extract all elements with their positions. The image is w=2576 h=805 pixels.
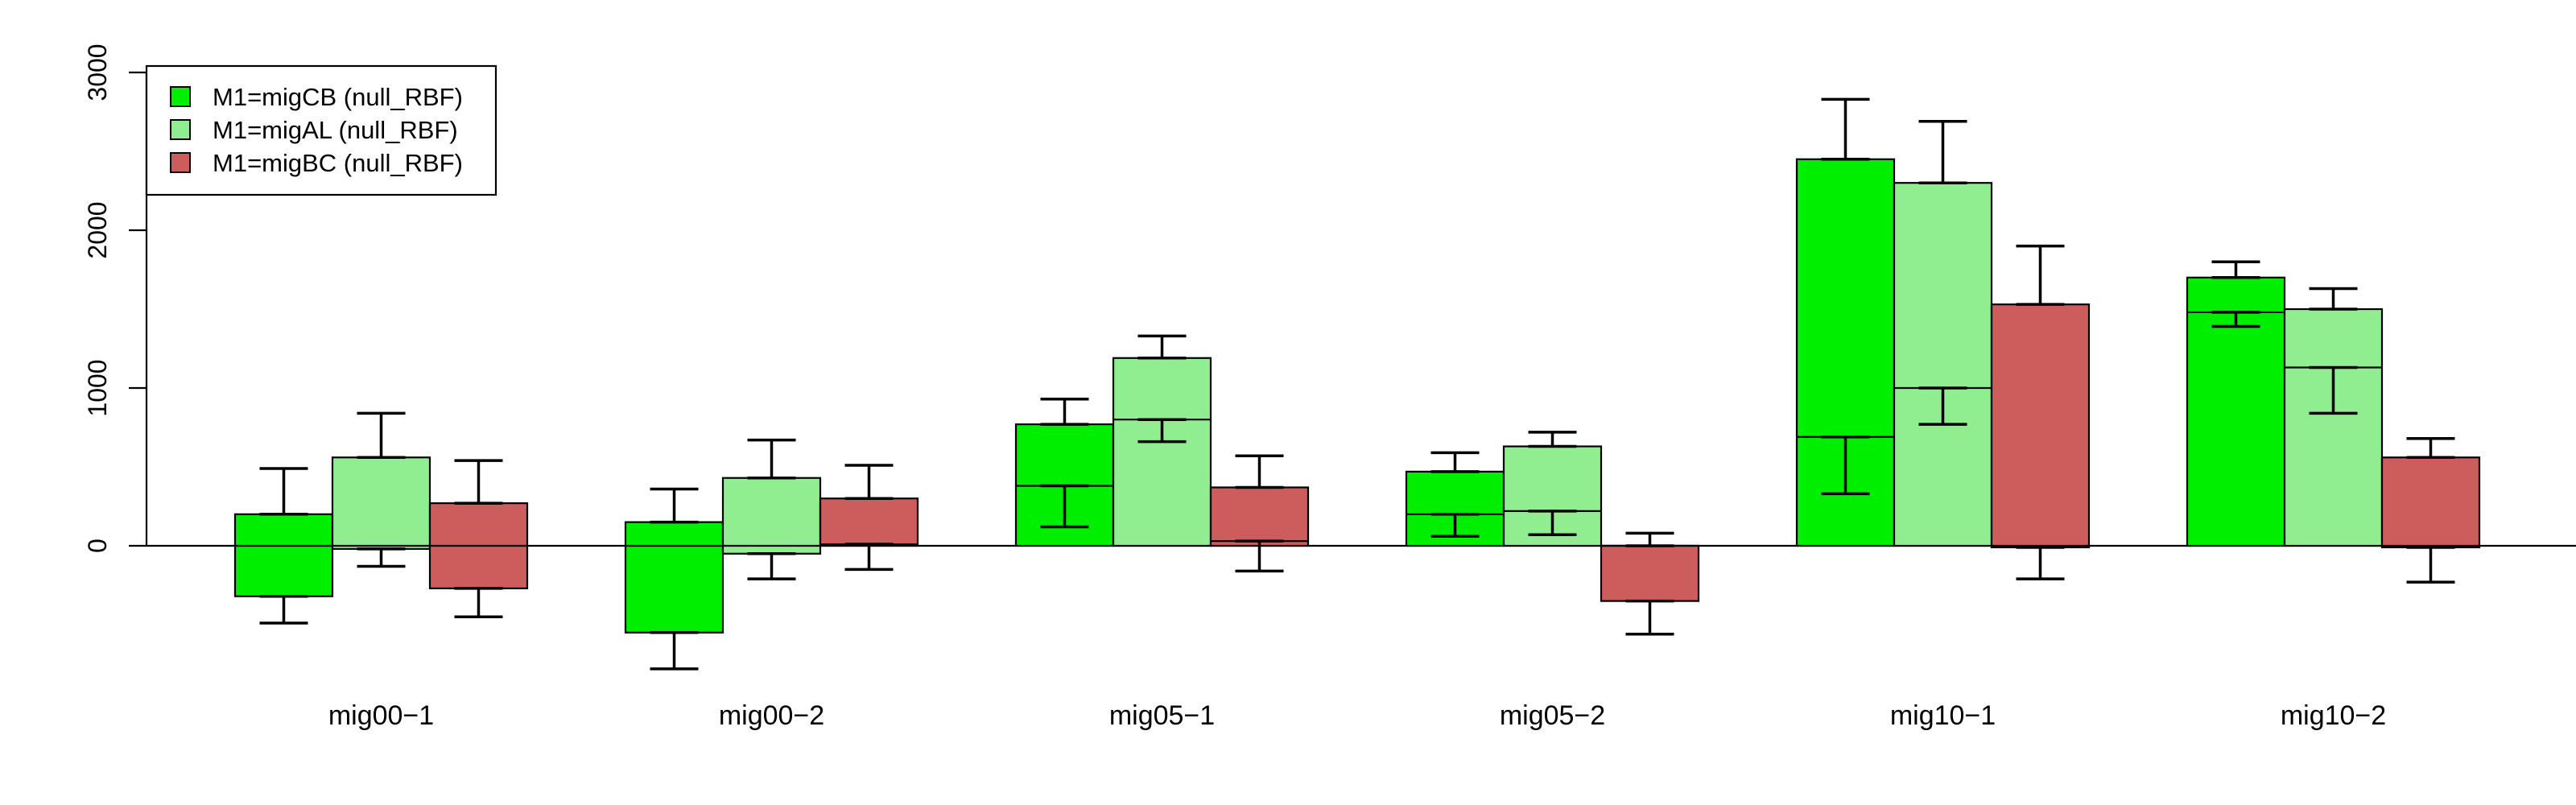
bar-1-2: [624, 521, 724, 634]
bar-1-1: [233, 513, 334, 597]
category-label: mig10−2: [2281, 700, 2386, 731]
category-label: mig00−2: [719, 700, 824, 731]
legend-label: M1=migBC (null_RBF): [213, 149, 463, 177]
bar-2-6: [2283, 308, 2384, 547]
bar-2-1: [331, 456, 431, 551]
legend-label: M1=migCB (null_RBF): [213, 83, 463, 111]
legend-box: [145, 64, 497, 196]
category-labels: mig00−1 mig00−2 mig05−1 mig05−2 mig10−1 mig10…: [328, 700, 2386, 731]
legend-swatch: [170, 152, 191, 173]
bar-3-6: [2380, 456, 2481, 549]
error-bars-layer: [259, 97, 2455, 671]
legend-label: M1=migAL (null_RBF): [213, 116, 458, 144]
bar-3-2: [819, 497, 919, 547]
y-tick-label: 0: [83, 539, 112, 553]
bars-layer: [147, 158, 2576, 634]
legend-swatch: [170, 86, 191, 107]
category-label: mig05−1: [1109, 700, 1215, 731]
bar-3-4: [1600, 544, 1700, 602]
bar-2-2: [721, 477, 822, 555]
category-label: mig00−1: [328, 700, 434, 731]
bar-3-3: [1209, 486, 1310, 547]
legend-swatch: [170, 119, 191, 140]
category-label: mig05−2: [1500, 700, 1605, 731]
y-tick-label: 3000: [83, 43, 112, 101]
category-label: mig10−1: [1890, 700, 1996, 731]
legend: M1=migCB (null_RBF) M1=migAL (null_RBF) M1…: [145, 64, 497, 196]
y-tick-label: 1000: [83, 359, 112, 416]
y-axis: 0 1000 2000 3000: [83, 43, 148, 553]
bar-2-5: [1893, 182, 1993, 547]
y-tick-label: 2000: [83, 201, 112, 258]
bar-2-3: [1112, 357, 1212, 547]
bar-3-5: [1990, 303, 2091, 549]
